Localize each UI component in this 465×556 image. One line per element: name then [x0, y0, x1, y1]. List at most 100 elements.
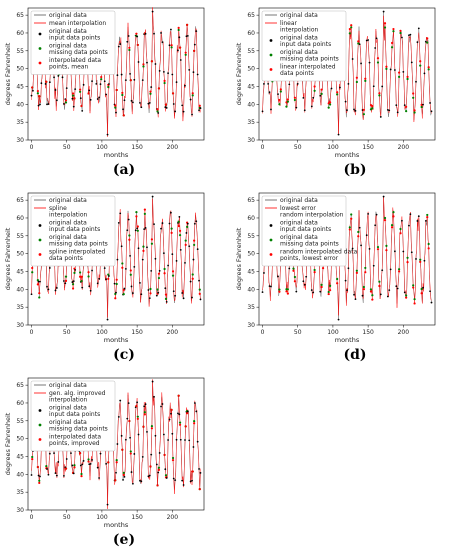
- legend-dot-marker: [38, 32, 42, 36]
- missing-data-point: [191, 273, 194, 276]
- missing-data-point: [420, 287, 423, 291]
- interpolated-data-point: [163, 79, 166, 83]
- input-data-point: [179, 59, 182, 61]
- interpolated-data-point: [405, 296, 408, 299]
- legend-dot-marker: [38, 61, 42, 65]
- input-data-point: [347, 267, 350, 270]
- interpolated-data-point: [80, 475, 83, 478]
- legend-entry-label: original data: [280, 197, 318, 204]
- input-data-point: [288, 267, 291, 270]
- input-data-point: [115, 471, 117, 474]
- input-data-point: [55, 99, 58, 102]
- missing-data-point: [336, 93, 339, 96]
- input-data-point: [140, 106, 143, 109]
- legend-entry-label: original data missing data points: [49, 419, 108, 433]
- interpolated-data-point: [399, 29, 402, 32]
- input-data-point: [122, 479, 124, 481]
- input-data-point: [116, 258, 119, 261]
- interpolated-data-point: [191, 277, 194, 280]
- legend-dot-marker: [38, 224, 42, 227]
- input-data-point: [408, 34, 410, 37]
- input-data-point: [131, 101, 134, 104]
- input-data-point: [162, 252, 165, 255]
- interpolated-data-point: [73, 466, 76, 469]
- legend-entry-line: original data: [280, 12, 318, 19]
- interpolated-data-point: [142, 425, 145, 428]
- interpolated-data-point: [329, 289, 332, 292]
- interpolated-data-point: [178, 229, 182, 232]
- missing-data-point: [107, 85, 110, 89]
- interpolated-data-point: [390, 41, 394, 45]
- legend-entry-line: original data: [49, 382, 87, 389]
- input-data-point: [429, 290, 431, 293]
- input-data-point: [402, 250, 405, 253]
- interpolated-data-point: [293, 280, 297, 283]
- missing-data-point: [178, 234, 182, 237]
- missing-data-point: [71, 283, 75, 286]
- input-data-point: [146, 430, 148, 433]
- legend-dot-marker: [38, 238, 42, 242]
- interpolated-data-point: [184, 425, 187, 428]
- input-data-point: [360, 244, 362, 247]
- input-data-point: [164, 287, 167, 290]
- missing-data-point: [71, 94, 75, 97]
- input-data-point: [91, 459, 93, 461]
- input-data-point: [103, 80, 106, 83]
- input-data-point: [89, 289, 92, 292]
- y-tick-label: 60: [16, 400, 24, 407]
- interpolated-data-point: [129, 452, 132, 455]
- missing-data-point: [143, 411, 146, 414]
- missing-data-point: [150, 242, 154, 245]
- missing-data-point: [419, 64, 422, 67]
- interpolated-data-point: [149, 90, 152, 93]
- interpolated-data-point: [420, 292, 423, 295]
- input-data-point: [199, 298, 202, 301]
- input-data-point: [268, 285, 271, 287]
- input-data-point: [154, 63, 157, 65]
- y-axis-label: degrees Fahrenheit: [4, 227, 12, 290]
- legend-dot-marker: [38, 438, 42, 441]
- input-data-point: [195, 30, 198, 33]
- input-data-point: [148, 297, 151, 300]
- interpolated-data-point: [38, 95, 41, 98]
- input-data-point: [72, 280, 75, 283]
- input-data-point: [63, 474, 65, 477]
- missing-data-point: [348, 226, 351, 229]
- missing-data-point: [142, 245, 145, 248]
- input-data-point: [386, 108, 389, 111]
- input-data-point: [177, 412, 179, 415]
- input-data-point: [401, 36, 403, 39]
- interpolated-data-point: [64, 467, 68, 470]
- input-data-point: [54, 289, 57, 292]
- input-data-point: [386, 295, 389, 298]
- interpolated-data-point: [177, 224, 180, 228]
- interpolated-data-point: [115, 278, 118, 281]
- y-tick-label: 65: [16, 12, 24, 19]
- input-data-point: [181, 479, 184, 482]
- legend-entry-label: original data missing data points: [280, 234, 339, 248]
- interpolated-data-point: [321, 267, 325, 270]
- missing-data-point: [171, 456, 175, 460]
- missing-data-point: [143, 212, 146, 215]
- x-tick-label: 150: [131, 144, 143, 151]
- input-data-point: [195, 410, 198, 413]
- input-data-point: [388, 289, 391, 291]
- chart-svg-c: 0 50 100 150 200 30 35 40 45 50 55 60 65 months degree…: [4, 192, 205, 344]
- input-data-point: [74, 88, 77, 91]
- interpolated-data-point: [31, 266, 34, 270]
- interpolated-data-point: [313, 270, 316, 274]
- input-data-point: [188, 68, 191, 71]
- legend-entry-line: interpolated data: [49, 57, 101, 64]
- input-data-point: [393, 69, 396, 71]
- interpolated-data-point: [87, 460, 90, 463]
- input-data-point: [365, 234, 368, 237]
- missing-data-point: [135, 210, 138, 214]
- interpolated-data-point: [129, 79, 132, 82]
- legend-entry-label: original data: [49, 12, 87, 19]
- input-data-point: [185, 232, 188, 234]
- input-data-point: [155, 463, 158, 466]
- interpolated-data-point: [171, 270, 175, 273]
- interpolated-data-point: [64, 99, 68, 102]
- legend-entry-label: original data missing data points: [49, 43, 108, 57]
- input-data-point: [368, 61, 371, 64]
